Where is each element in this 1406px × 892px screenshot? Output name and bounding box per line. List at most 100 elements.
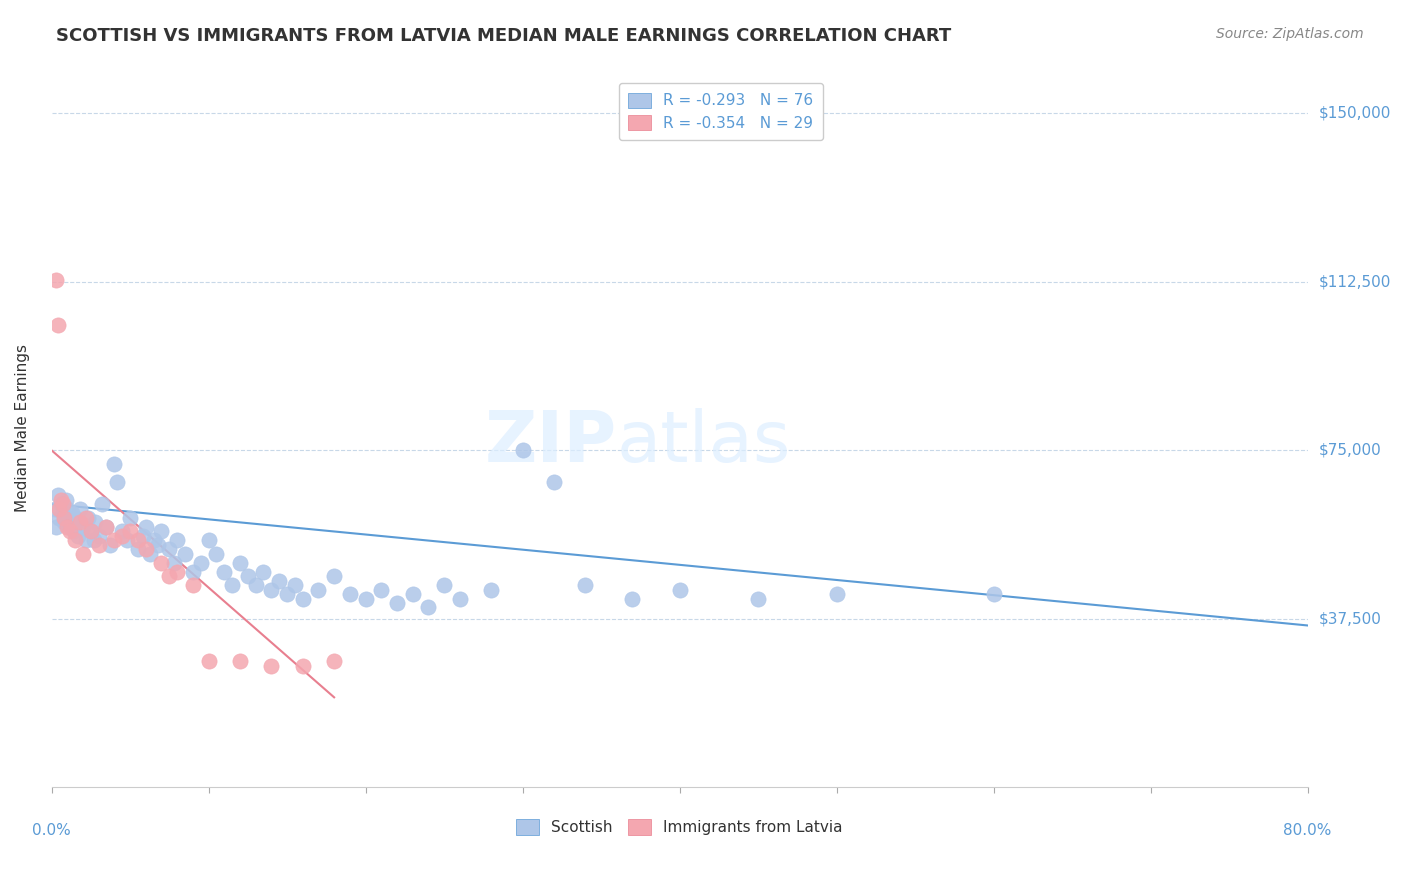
Point <box>90 497 112 511</box>
Point <box>69 515 91 529</box>
Point <box>96 519 118 533</box>
Point <box>354 591 377 606</box>
Point <box>45 519 67 533</box>
Point <box>59 524 82 538</box>
Point <box>418 600 440 615</box>
Point <box>174 547 197 561</box>
Point <box>103 533 125 548</box>
Point <box>75 510 97 524</box>
Point <box>148 538 170 552</box>
Legend: Scottish, Immigrants from Latvia: Scottish, Immigrants from Latvia <box>508 810 852 844</box>
Point <box>107 475 129 489</box>
Point <box>181 578 204 592</box>
Point <box>66 515 89 529</box>
Point <box>150 524 173 538</box>
Point <box>135 519 157 533</box>
Text: 80.0%: 80.0% <box>1284 823 1331 838</box>
Point <box>142 533 165 548</box>
Point <box>72 547 94 561</box>
Point <box>46 318 69 332</box>
Y-axis label: Median Male Earnings: Median Male Earnings <box>15 343 30 512</box>
Point <box>131 528 153 542</box>
Point <box>197 654 219 668</box>
Point <box>87 528 110 542</box>
Point <box>56 501 79 516</box>
Point <box>291 591 314 606</box>
Text: $37,500: $37,500 <box>1319 611 1382 626</box>
Point <box>825 587 848 601</box>
Point <box>55 492 77 507</box>
Point <box>63 510 86 524</box>
Point <box>433 578 456 592</box>
Point <box>118 524 141 538</box>
Point <box>747 591 769 606</box>
Point <box>75 533 97 548</box>
Point <box>229 556 252 570</box>
Text: atlas: atlas <box>617 408 792 476</box>
Point <box>63 533 86 548</box>
Point <box>80 524 103 538</box>
Point <box>260 658 283 673</box>
Point <box>983 587 1005 601</box>
Point <box>370 582 392 597</box>
Point <box>69 501 91 516</box>
Point <box>668 582 690 597</box>
Point <box>252 565 274 579</box>
Point <box>56 519 79 533</box>
Point <box>323 654 346 668</box>
Point <box>512 443 534 458</box>
Point <box>48 501 70 516</box>
Point <box>83 533 105 548</box>
Point <box>181 565 204 579</box>
Point <box>67 528 90 542</box>
Point <box>59 519 82 533</box>
Point <box>163 556 186 570</box>
Point <box>260 582 283 597</box>
Point <box>236 569 259 583</box>
Text: ZIP: ZIP <box>485 408 617 476</box>
Point <box>44 501 66 516</box>
Point <box>49 497 72 511</box>
Point <box>449 591 471 606</box>
Point <box>53 515 76 529</box>
Point <box>284 578 307 592</box>
Point <box>118 510 141 524</box>
Point <box>323 569 346 583</box>
Point <box>276 587 298 601</box>
Point <box>212 565 235 579</box>
Point <box>87 538 110 552</box>
Point <box>80 524 103 538</box>
Point <box>197 533 219 548</box>
Text: SCOTTISH VS IMMIGRANTS FROM LATVIA MEDIAN MALE EARNINGS CORRELATION CHART: SCOTTISH VS IMMIGRANTS FROM LATVIA MEDIA… <box>56 27 952 45</box>
Point <box>111 524 134 538</box>
Point <box>115 533 138 548</box>
Point <box>103 457 125 471</box>
Point <box>53 510 76 524</box>
Point <box>135 542 157 557</box>
Point <box>205 547 228 561</box>
Point <box>307 582 329 597</box>
Point <box>291 658 314 673</box>
Point <box>62 524 84 538</box>
Point <box>221 578 243 592</box>
Point <box>84 515 107 529</box>
Text: $112,500: $112,500 <box>1319 275 1391 289</box>
Point <box>51 506 73 520</box>
Point <box>401 587 423 601</box>
Point <box>150 556 173 570</box>
Text: $150,000: $150,000 <box>1319 106 1391 121</box>
Point <box>98 538 121 552</box>
Point <box>127 533 149 548</box>
Point <box>72 519 94 533</box>
Point <box>190 556 212 570</box>
Text: 0.0%: 0.0% <box>32 823 70 838</box>
Point <box>574 578 596 592</box>
Point <box>51 497 73 511</box>
Point <box>157 569 180 583</box>
Point <box>157 542 180 557</box>
Point <box>45 272 67 286</box>
Point <box>229 654 252 668</box>
Point <box>46 488 69 502</box>
Point <box>60 506 83 520</box>
Point <box>339 587 361 601</box>
